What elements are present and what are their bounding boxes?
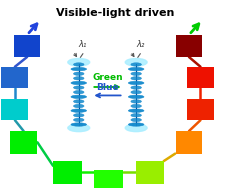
Bar (1, 67, 28, 88)
Text: λ₂: λ₂ (136, 40, 144, 50)
Ellipse shape (71, 123, 87, 126)
Bar (187, 99, 214, 120)
Ellipse shape (128, 109, 144, 112)
Ellipse shape (73, 63, 84, 66)
Ellipse shape (73, 114, 84, 117)
Ellipse shape (128, 81, 144, 85)
Ellipse shape (71, 109, 87, 112)
Ellipse shape (68, 124, 90, 132)
Ellipse shape (131, 100, 141, 103)
Ellipse shape (71, 81, 87, 85)
Ellipse shape (73, 104, 84, 108)
Bar (136, 161, 164, 184)
Bar (94, 170, 123, 189)
Ellipse shape (128, 95, 144, 98)
Bar (1, 99, 28, 120)
Ellipse shape (128, 123, 144, 126)
Ellipse shape (73, 77, 84, 80)
Ellipse shape (68, 58, 90, 66)
Ellipse shape (73, 100, 84, 103)
Bar (53, 161, 82, 184)
Ellipse shape (73, 91, 84, 94)
Ellipse shape (131, 77, 141, 80)
Ellipse shape (71, 67, 87, 71)
Ellipse shape (131, 63, 141, 66)
Text: Visible-light driven: Visible-light driven (56, 8, 175, 18)
Ellipse shape (128, 67, 144, 71)
Ellipse shape (131, 104, 141, 108)
Ellipse shape (131, 91, 141, 94)
Ellipse shape (131, 118, 141, 122)
Bar (187, 67, 214, 88)
Ellipse shape (131, 86, 141, 89)
Ellipse shape (131, 72, 141, 75)
Ellipse shape (71, 95, 87, 98)
Ellipse shape (131, 114, 141, 117)
Text: Green: Green (92, 73, 123, 82)
Bar (10, 131, 37, 154)
Ellipse shape (73, 118, 84, 122)
Ellipse shape (125, 58, 147, 66)
Bar (176, 35, 202, 57)
Bar (14, 35, 40, 57)
Ellipse shape (73, 86, 84, 89)
Text: λ₁: λ₁ (79, 40, 87, 50)
Ellipse shape (73, 72, 84, 75)
Ellipse shape (125, 124, 147, 132)
Bar (176, 131, 202, 154)
Text: Blue: Blue (96, 83, 119, 92)
